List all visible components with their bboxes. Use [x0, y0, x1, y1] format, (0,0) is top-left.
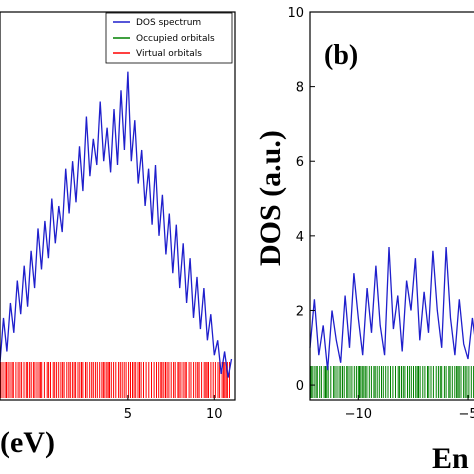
panel-b-occupied-orbital-sticks — [310, 366, 474, 398]
legend-virtual-label: Virtual orbitals — [136, 49, 202, 59]
panel-a-x-ticks: 5 10 — [124, 395, 223, 422]
y-tick-label: 10 — [287, 6, 304, 21]
panel-b-x-axis-label: En — [432, 442, 469, 474]
x-tick-label: −10 — [345, 407, 372, 422]
panel-a-virtual-orbital-sticks — [0, 362, 230, 398]
y-tick-label: 8 — [296, 81, 304, 96]
x-tick-label: 10 — [206, 407, 223, 422]
legend-dos-label: DOS spectrum — [136, 18, 201, 28]
panel-b-frame — [309, 11, 474, 401]
y-tick-label: 0 — [296, 379, 304, 394]
panel-a-x-axis-label: (eV) — [0, 426, 55, 459]
y-tick-label: 4 — [296, 230, 304, 245]
panel-b-dos-line — [309, 246, 474, 371]
x-tick-label: −5 — [458, 407, 474, 422]
legend-occupied-label: Occupied orbitals — [136, 34, 215, 44]
y-tick-label: 2 — [296, 304, 304, 319]
x-tick-label: 5 — [124, 407, 132, 422]
panel-a-frame — [0, 11, 236, 401]
y-tick-label: 6 — [296, 155, 304, 170]
panel-a: 5 10 DOS spectrum Occupied orbitals Virtu… — [0, 11, 236, 459]
panel-b-axis-ticks: −10 −5 0 2 4 6 8 10 — [287, 6, 474, 422]
panel-a-dos-line — [0, 71, 233, 378]
legend: DOS spectrum Occupied orbitals Virtual o… — [105, 12, 233, 64]
panel-b-label: (b) — [324, 40, 358, 71]
panel-b: −10 −5 0 2 4 6 8 10 (b) DOS (a.u.) En — [254, 6, 474, 474]
panel-b-y-axis-label: DOS (a.u.) — [254, 130, 287, 266]
